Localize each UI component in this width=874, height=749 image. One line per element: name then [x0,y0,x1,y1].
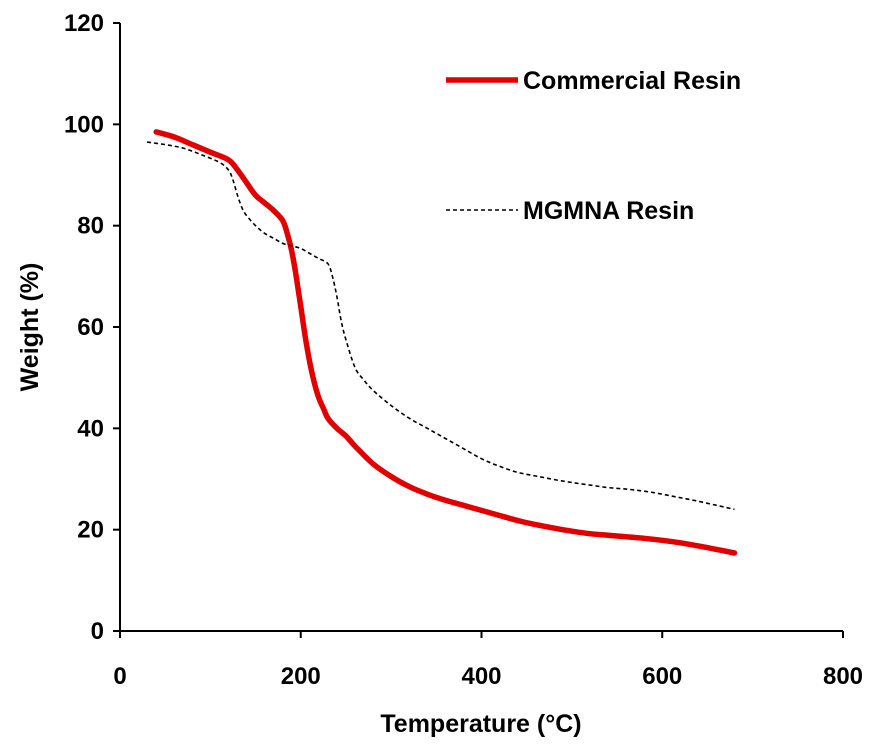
y-axis-title: Weight (%) [16,263,44,392]
x-axis-title: Temperature (°C) [380,710,581,738]
legend: Commercial Resin MGMNA Resin [446,67,741,225]
series-layer [146,129,738,556]
series-line-commercial-resin [153,129,738,556]
x-tick-label: 200 [281,663,321,690]
y-tick-label: 0 [91,618,104,645]
axes [119,23,843,632]
x-tick-label: 400 [461,663,501,690]
y-tick-label: 100 [64,111,104,138]
legend-label-commercial-resin: Commercial Resin [523,67,741,95]
x-ticks: 0 200 400 600 800 [113,631,863,690]
y-tick-label: 20 [77,517,104,544]
y-ticks: 0 20 40 60 80 100 120 [64,10,120,645]
legend-label-mgmna-resin: MGMNA Resin [523,197,694,225]
y-tick-label: 120 [64,10,104,37]
x-tick-label: 800 [823,663,863,690]
y-tick-label: 80 [77,213,104,240]
x-tick-label: 600 [642,663,682,690]
y-tick-label: 60 [77,314,104,341]
x-tick-label: 0 [113,663,126,690]
y-tick-label: 40 [77,415,104,442]
series-line-mgmna-resin [146,141,735,511]
